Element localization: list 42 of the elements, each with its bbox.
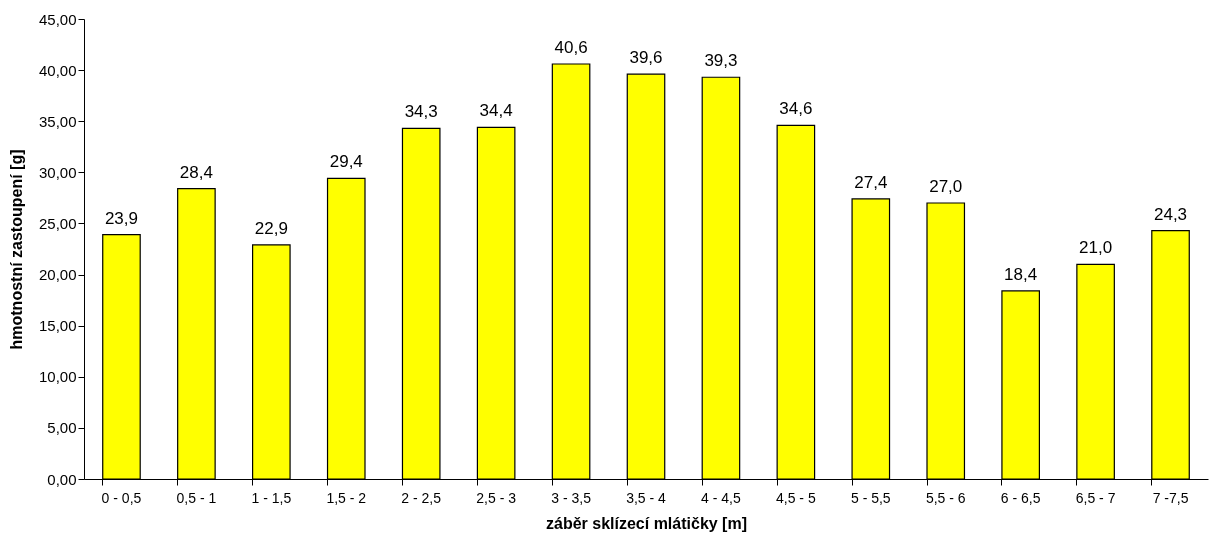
x-tick-label: 6 - 6,5 [1000, 489, 1041, 506]
data-label: 39,6 [629, 48, 663, 68]
y-tick-label: 5,00 [47, 419, 77, 437]
data-label: 27,0 [929, 177, 963, 196]
y-tick-label: 40,00 [38, 61, 77, 79]
y-tick-label: 15,00 [38, 317, 77, 335]
data-label: 34,3 [404, 102, 438, 122]
data-label: 29,4 [329, 152, 363, 172]
data-label: 34,6 [779, 99, 813, 119]
x-tick-label: 1 - 1,5 [251, 489, 292, 506]
x-tick-label: 1,5 - 2 [326, 489, 367, 506]
data-label: 27,4 [854, 172, 888, 192]
data-label: 21,0 [1079, 238, 1113, 258]
x-tick-label: 2,5 - 3 [476, 489, 517, 506]
y-tick-label: 30,00 [38, 163, 77, 181]
data-label: 28,4 [179, 162, 213, 182]
data-label: 23,9 [104, 208, 139, 228]
x-tick-label: 7 -7,5 [1152, 489, 1189, 506]
y-tick-label: 20,00 [38, 266, 77, 284]
y-tick-label: 0,00 [47, 470, 77, 488]
x-tick-label: 3 - 3,5 [551, 489, 592, 506]
x-tick-label: 2 - 2,5 [401, 489, 442, 506]
data-label: 34,4 [479, 101, 513, 121]
y-axis-title: hmotnostní zastoupení [g] [7, 149, 25, 350]
x-tick-label: 0 - 0,5 [101, 489, 142, 506]
x-tick-label: 5,5 - 6 [925, 489, 966, 506]
x-tick-label: 5 - 5,5 [850, 489, 891, 506]
data-label: 40,6 [554, 37, 588, 57]
x-axis-title: záběr sklízecí mlátičky [m] [546, 514, 747, 532]
y-tick-label: 10,00 [38, 368, 77, 386]
x-tick-label: 3,5 - 4 [626, 489, 667, 506]
y-tick-label: 25,00 [38, 214, 77, 232]
x-tick-label: 0,5 - 1 [176, 489, 217, 506]
x-tick-label: 6,5 - 7 [1075, 489, 1116, 506]
data-label: 18,4 [1004, 264, 1038, 284]
data-label: 22,9 [254, 218, 288, 238]
data-label: 24,3 [1153, 204, 1188, 224]
data-label: 39,3 [704, 51, 738, 71]
x-tick-label: 4,5 - 5 [776, 489, 816, 506]
y-tick-label: 45,00 [38, 10, 77, 28]
x-tick-label: 4 - 4,5 [701, 489, 741, 506]
y-tick-label: 35,00 [38, 112, 77, 130]
